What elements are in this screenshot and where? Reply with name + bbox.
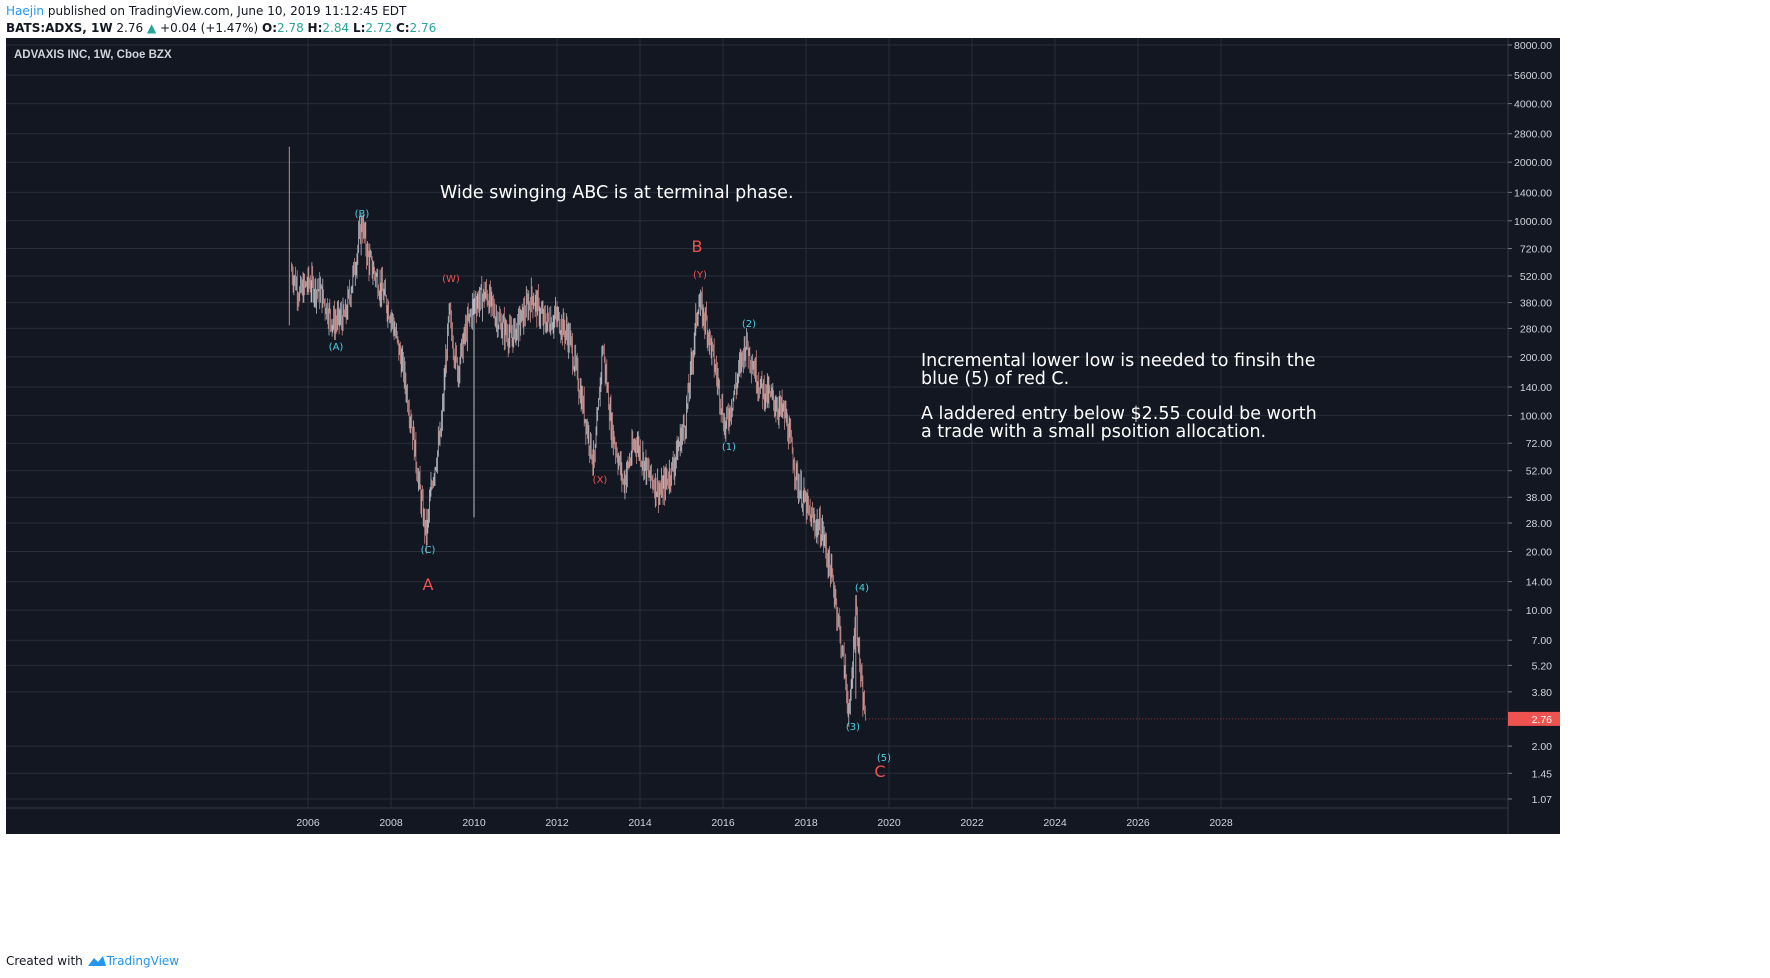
current-price-label: 2.76 xyxy=(1532,714,1553,726)
y-axis: 8000.00 5600.00 4000.00 2800.00 2000.00 1400.… xyxy=(6,40,1552,806)
open-value: 2.78 xyxy=(277,21,304,35)
x-tick-label: 2016 xyxy=(711,817,735,829)
y-tick-label: 2000.00 xyxy=(1514,157,1552,169)
y-tick-label: 72.00 xyxy=(1526,438,1552,450)
wave-label: (1) xyxy=(722,442,736,453)
x-tick-label: 2020 xyxy=(877,817,901,829)
candles xyxy=(288,146,866,727)
y-tick-label: 200.00 xyxy=(1520,352,1552,364)
x-tick-label: 2006 xyxy=(296,817,320,829)
x-tick-label: 2028 xyxy=(1209,817,1233,829)
y-tick-label: 2.00 xyxy=(1532,741,1553,753)
x-axis: 2006 2008 2010 2012 2014 2016 2018 2020 2022 2024… xyxy=(296,38,1233,829)
low-value: 2.72 xyxy=(365,21,393,35)
wave-label: (5) xyxy=(877,753,891,764)
wave-label: (W) xyxy=(442,274,460,285)
x-tick-label: 2012 xyxy=(545,817,569,829)
y-tick-label: 7.00 xyxy=(1532,635,1553,647)
wave-label: B xyxy=(692,237,703,256)
y-tick-label: 100.00 xyxy=(1520,410,1552,422)
x-tick-label: 2022 xyxy=(960,817,984,829)
y-tick-label: 720.00 xyxy=(1520,244,1552,256)
symbol-name: BATS:ADXS, 1W xyxy=(6,21,113,35)
created-with-text: Created with xyxy=(6,954,83,968)
author-link[interactable]: Haejin xyxy=(6,4,45,18)
wave-label: (X) xyxy=(593,475,608,486)
y-tick-label: 8000.00 xyxy=(1514,40,1552,52)
y-tick-label: 52.00 xyxy=(1526,466,1552,478)
y-tick-label: 14.00 xyxy=(1526,577,1552,589)
tradingview-logo-icon xyxy=(87,956,106,966)
chart-title: ADVAXIS INC, 1W, Cboe BZX xyxy=(14,49,172,61)
y-tick-label: 10.00 xyxy=(1526,605,1552,617)
high-value: 2.84 xyxy=(322,21,350,35)
y-tick-label: 4000.00 xyxy=(1514,99,1552,111)
y-tick-label: 38.00 xyxy=(1526,492,1552,504)
symbol-info: BATS:ADXS, 1W 2.76 ▲ +0.04 (+1.47%) O:2.… xyxy=(6,21,436,35)
x-tick-label: 2010 xyxy=(462,817,486,829)
wave-label: (4) xyxy=(855,583,869,594)
price-change: +0.04 (+1.47%) xyxy=(160,21,259,35)
y-tick-label: 1000.00 xyxy=(1514,216,1552,228)
current-price-tag xyxy=(1508,711,1560,726)
wave-label: (2) xyxy=(742,319,756,330)
wave-label: (B) xyxy=(355,209,370,220)
x-tick-label: 2026 xyxy=(1126,817,1150,829)
wave-labels: (B) (A) (C) (W) (X) (Y) (1) (2) (3) (4) (5) A B C xyxy=(329,209,892,781)
y-tick-label: 2800.00 xyxy=(1514,129,1552,141)
y-tick-label: 5.20 xyxy=(1532,660,1553,672)
y-tick-label: 28.00 xyxy=(1526,518,1552,530)
annotation-text: A laddered entry below $2.55 could be wo… xyxy=(921,404,1317,424)
annotation-text: Wide swinging ABC is at terminal phase. xyxy=(440,183,794,203)
publish-info: Haejin published on TradingView.com, Jun… xyxy=(6,4,406,18)
wave-label: C xyxy=(874,762,885,781)
y-tick-label: 20.00 xyxy=(1526,546,1552,558)
x-tick-label: 2014 xyxy=(628,817,652,829)
annotation-text: a trade with a small psoition allocation… xyxy=(921,422,1266,442)
up-arrow-icon: ▲ xyxy=(146,21,157,35)
y-tick-label: 380.00 xyxy=(1520,298,1552,310)
close-label: C: xyxy=(395,21,410,35)
last-price: 2.76 xyxy=(116,21,144,35)
y-tick-label: 1400.00 xyxy=(1514,187,1552,199)
chart-background xyxy=(6,38,1560,834)
y-tick-label: 280.00 xyxy=(1520,323,1552,335)
high-label: H: xyxy=(307,21,323,35)
annotation-text: blue (5) of red C. xyxy=(921,369,1069,389)
x-tick-label: 2008 xyxy=(379,817,403,829)
footer: Created with TradingView xyxy=(6,954,179,968)
tradingview-link[interactable]: TradingView xyxy=(106,954,180,968)
wave-label: (A) xyxy=(329,342,344,353)
wave-label: (Y) xyxy=(693,270,707,281)
x-tick-label: 2018 xyxy=(794,817,818,829)
y-tick-label: 1.45 xyxy=(1532,768,1553,780)
published-text: published on TradingView.com, June 10, 2… xyxy=(47,4,407,18)
y-tick-label: 5600.00 xyxy=(1514,70,1552,82)
open-label: O: xyxy=(262,21,277,35)
low-label: L: xyxy=(352,21,366,35)
annotations: Wide swinging ABC is at terminal phase. I… xyxy=(440,183,1317,442)
wave-label: (3) xyxy=(846,722,860,733)
y-tick-label: 140.00 xyxy=(1520,382,1552,394)
close-value: 2.76 xyxy=(409,21,437,35)
y-tick-label: 520.00 xyxy=(1520,271,1552,283)
wave-label: (C) xyxy=(421,545,436,556)
x-tick-label: 2024 xyxy=(1043,817,1067,829)
wave-label: A xyxy=(423,575,434,594)
y-tick-label: 3.80 xyxy=(1532,687,1553,699)
y-tick-label: 1.07 xyxy=(1532,794,1553,806)
annotation-text: Incremental lower low is needed to finsi… xyxy=(921,351,1316,371)
